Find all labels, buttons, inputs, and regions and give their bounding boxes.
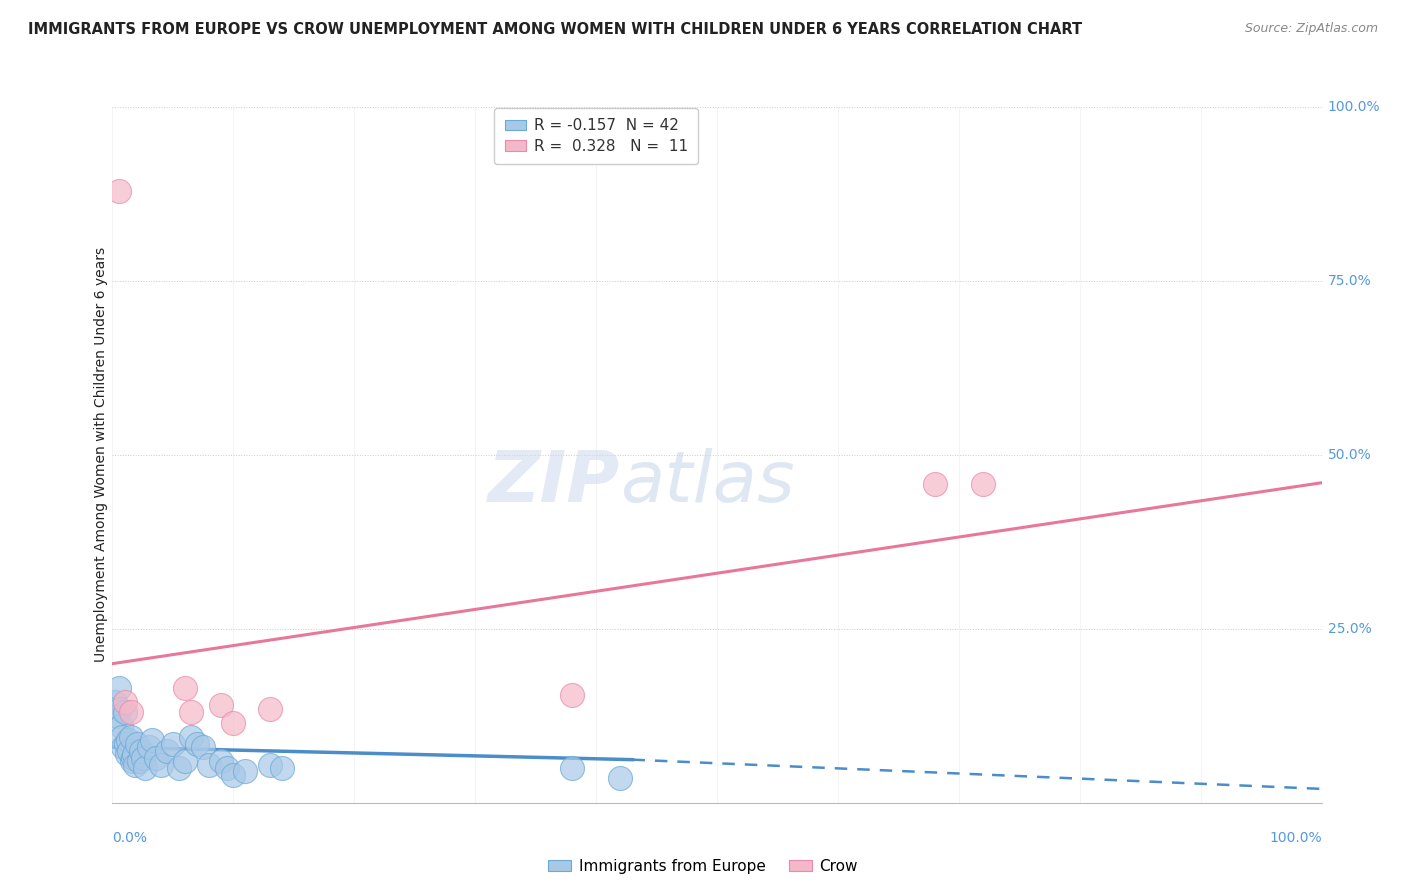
Point [561, 761, 583, 775]
Point [115, 747, 138, 761]
Point [222, 715, 245, 730]
Text: 25.0%: 25.0% [1327, 622, 1371, 636]
Point [174, 754, 197, 768]
Point [104, 695, 127, 709]
Text: atlas: atlas [620, 449, 794, 517]
Point [114, 737, 136, 751]
Point [186, 737, 208, 751]
Point [117, 733, 139, 747]
Text: IMMIGRANTS FROM EUROPE VS CROW UNEMPLOYMENT AMONG WOMEN WITH CHILDREN UNDER 6 YE: IMMIGRANTS FROM EUROPE VS CROW UNEMPLOYM… [28, 22, 1083, 37]
Point [924, 477, 946, 491]
Text: 50.0%: 50.0% [1327, 448, 1371, 462]
Text: ZIP: ZIP [488, 449, 620, 517]
Point [132, 750, 155, 764]
Point [128, 754, 150, 768]
Point [112, 740, 135, 755]
Point [561, 688, 583, 702]
Point [167, 761, 190, 775]
Point [121, 754, 143, 768]
Point [180, 706, 202, 720]
Point [191, 740, 214, 755]
Point [217, 761, 239, 775]
Point [122, 750, 145, 764]
Point [114, 695, 136, 709]
Point [209, 754, 232, 768]
Point [222, 768, 245, 782]
Point [209, 698, 232, 713]
Point [107, 184, 129, 198]
Point [180, 730, 202, 744]
Point [259, 757, 281, 772]
Point [270, 761, 292, 775]
Point [124, 757, 146, 772]
Point [111, 730, 134, 744]
Point [107, 681, 129, 695]
Text: 100.0%: 100.0% [1270, 830, 1322, 845]
Point [122, 747, 145, 761]
Point [235, 764, 257, 779]
Point [162, 737, 184, 751]
Point [110, 719, 132, 733]
Point [138, 740, 160, 755]
Point [120, 706, 142, 720]
Point [108, 702, 131, 716]
Point [156, 744, 179, 758]
Legend: R = -0.157  N = 42, R =  0.328   N =  11: R = -0.157 N = 42, R = 0.328 N = 11 [494, 108, 699, 164]
Point [174, 681, 197, 695]
Point [198, 757, 221, 772]
Point [131, 744, 153, 758]
Point [149, 757, 172, 772]
Y-axis label: Unemployment Among Women with Children Under 6 years: Unemployment Among Women with Children U… [94, 247, 108, 663]
Point [972, 477, 994, 491]
Point [120, 730, 142, 744]
Point [105, 708, 128, 723]
Legend: Immigrants from Europe, Crow: Immigrants from Europe, Crow [543, 853, 863, 880]
Point [145, 750, 167, 764]
Text: 0.0%: 0.0% [112, 830, 148, 845]
Point [125, 737, 148, 751]
Text: Source: ZipAtlas.com: Source: ZipAtlas.com [1244, 22, 1378, 36]
Text: 100.0%: 100.0% [1327, 100, 1381, 114]
Text: 75.0%: 75.0% [1327, 274, 1371, 288]
Point [134, 761, 156, 775]
Point [118, 744, 141, 758]
Point [141, 733, 163, 747]
Point [114, 706, 136, 720]
Point [259, 702, 281, 716]
Point [609, 772, 631, 786]
